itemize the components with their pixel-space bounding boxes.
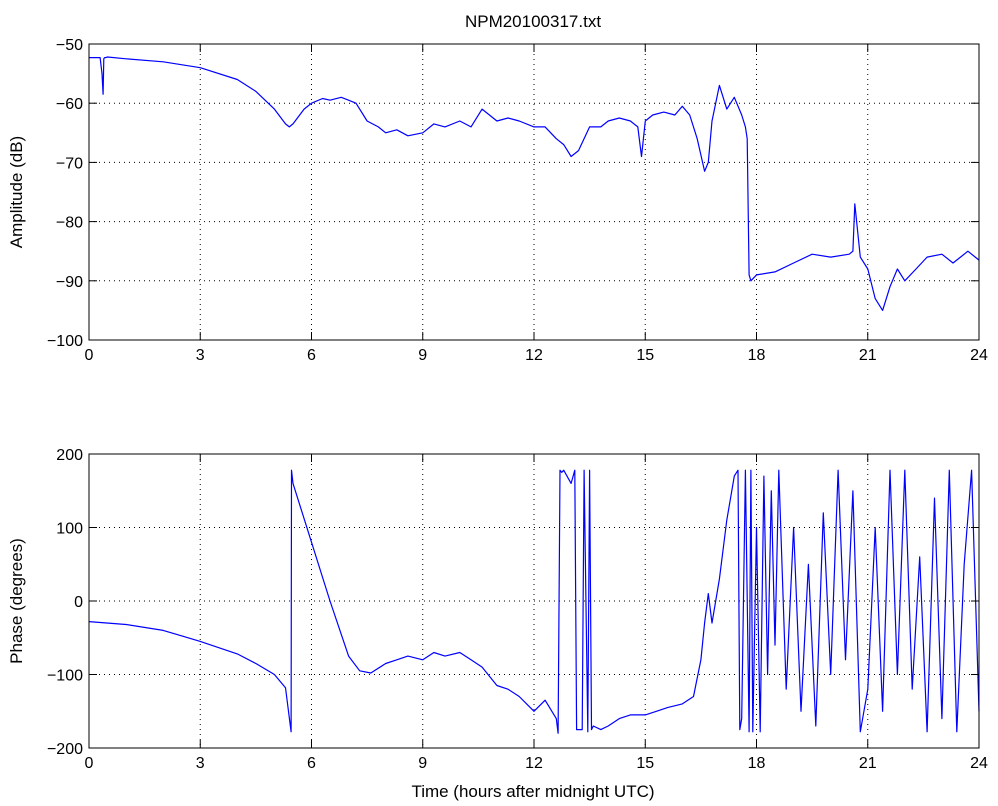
- amplitude-y-tick-label: −70: [56, 155, 83, 172]
- phase-x-tick-label: 12: [525, 755, 543, 772]
- phase-y-axis-label: Phase (degrees): [7, 538, 26, 664]
- phase-x-tick-label: 24: [970, 755, 988, 772]
- phase-x-tick-label: 0: [85, 755, 94, 772]
- phase-y-tick-label: 100: [56, 521, 83, 538]
- amplitude-x-tick-label: 3: [196, 347, 205, 364]
- phase-y-tick-label: 200: [56, 447, 83, 464]
- phase-x-tick-label: 6: [307, 755, 316, 772]
- amplitude-x-tick-label: 21: [859, 347, 877, 364]
- chart-title: NPM20100317.txt: [465, 12, 601, 31]
- amplitude-y-tick-label: −80: [56, 215, 83, 232]
- amplitude-x-tick-label: 0: [85, 347, 94, 364]
- phase-x-tick-label: 21: [859, 755, 877, 772]
- phase-x-tick-label: 18: [748, 755, 766, 772]
- phase-series-line: [88, 469, 980, 734]
- amplitude-plot: 0 3 6 9 12 15 18 21 24 −50 −60 −70 −80 −90 −100: [47, 37, 988, 364]
- phase-x-tick-label: 3: [196, 755, 205, 772]
- time-x-axis-label: Time (hours after midnight UTC): [411, 782, 654, 801]
- amplitude-x-tick-label: 9: [418, 347, 427, 364]
- amplitude-y-tick-label: −100: [47, 333, 83, 350]
- phase-x-tick-label: 9: [418, 755, 427, 772]
- amplitude-y-tick-label: −60: [56, 96, 83, 113]
- phase-x-tick-label: 15: [636, 755, 654, 772]
- amplitude-plot-area: [89, 44, 979, 340]
- phase-plot: 0 3 6 9 12 15 18 21 24 200 100 0 −100 −200: [47, 447, 988, 772]
- amplitude-y-tick-label: −50: [56, 37, 83, 54]
- amplitude-x-tick-label: 12: [525, 347, 543, 364]
- phase-y-tick-label: 0: [74, 594, 83, 611]
- amplitude-x-tick-label: 18: [748, 347, 766, 364]
- amplitude-series-line: [89, 56, 980, 311]
- amplitude-y-axis-label: Amplitude (dB): [7, 136, 26, 248]
- amplitude-y-tick-label: −90: [56, 274, 83, 291]
- amplitude-x-tick-label: 24: [970, 347, 988, 364]
- phase-y-tick-label: −200: [47, 741, 83, 758]
- phase-y-tick-label: −100: [47, 668, 83, 685]
- amplitude-x-tick-label: 15: [636, 347, 654, 364]
- amplitude-x-tick-label: 6: [307, 347, 316, 364]
